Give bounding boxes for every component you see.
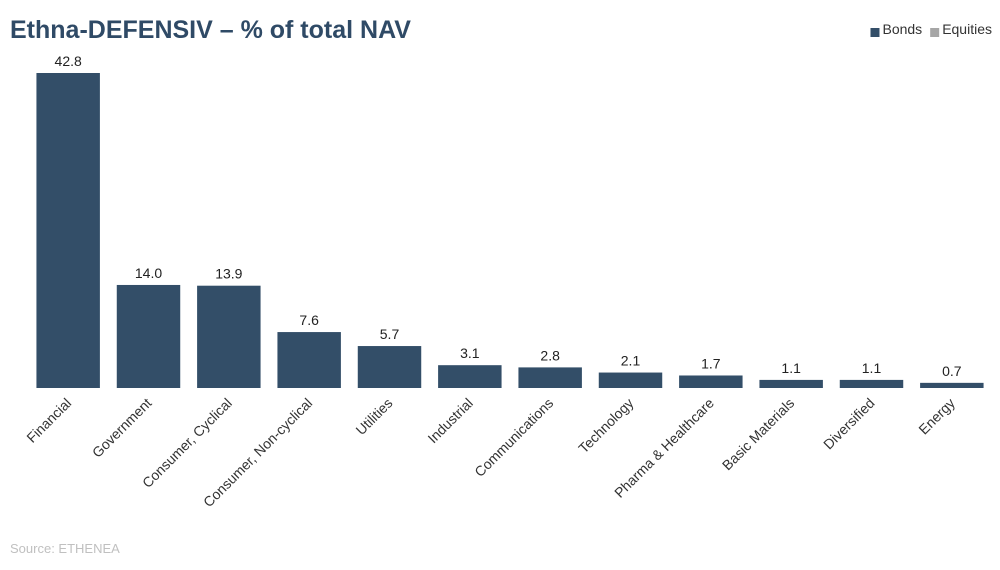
data-label: 13.9 (215, 266, 242, 282)
data-label: 0.7 (942, 363, 962, 379)
x-tick-label: Financial (23, 395, 74, 446)
bar (116, 284, 181, 388)
bar (518, 367, 582, 388)
legend-label: Equities (942, 21, 992, 37)
bar (598, 372, 663, 388)
x-tick-label: Industrial (424, 395, 475, 446)
x-tick-label: Communications (471, 395, 556, 480)
bar (438, 365, 502, 388)
data-label: 14.0 (135, 265, 162, 281)
bar (197, 285, 261, 388)
data-label: 2.8 (540, 347, 560, 363)
x-tick-label: Government (89, 395, 155, 461)
bar (679, 375, 743, 388)
data-label: 2.1 (621, 353, 641, 369)
bar (920, 382, 984, 388)
bar (277, 332, 341, 388)
bar (839, 379, 904, 388)
bar (759, 379, 823, 388)
data-label: 42.8 (55, 53, 82, 69)
data-label: 3.1 (460, 345, 480, 361)
legend-swatch (870, 28, 880, 37)
legend-swatch (930, 28, 940, 37)
data-label: 1.1 (862, 360, 882, 376)
data-label: 7.6 (299, 312, 319, 328)
bar (357, 346, 422, 388)
legend: Equities Bonds (870, 21, 992, 37)
x-tick-label: Diversified (820, 395, 878, 453)
data-label: 1.7 (701, 355, 721, 371)
source: Source: ETHENEA (10, 541, 120, 556)
x-tick-label: Utilities (352, 395, 395, 438)
x-tick-label: Consumer, Cyclical (139, 395, 235, 491)
x-tick-label: Energy (915, 395, 958, 438)
x-tick-label: Technology (575, 395, 636, 456)
data-label: 5.7 (380, 326, 400, 342)
bar (36, 73, 100, 388)
legend-label: Bonds (882, 21, 922, 37)
chart-title: Ethna-DEFENSIV – % of total NAV (10, 16, 411, 44)
x-tick-label: Basic Materials (719, 395, 797, 473)
data-label: 1.1 (781, 360, 801, 376)
